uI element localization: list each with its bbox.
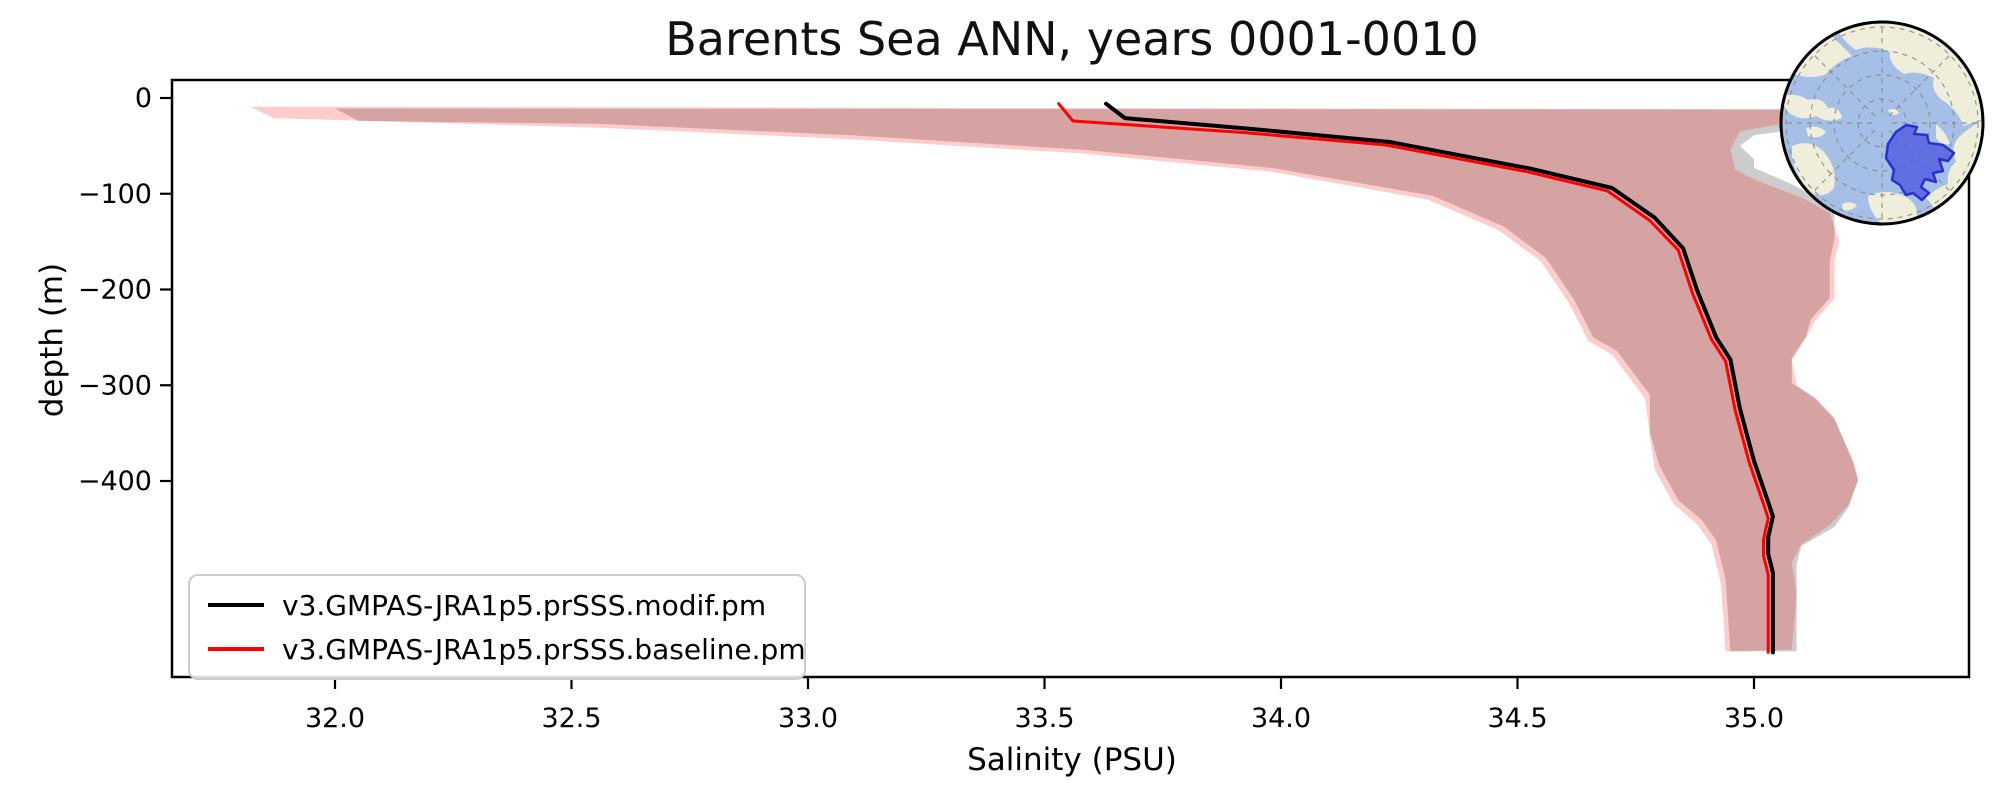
- std-envelope-bands: [249, 106, 1868, 652]
- axis-tick-labels: 32.0 32.5 33.0 33.5 34.0 34.5 35.0 0 −100 −200 −30…: [78, 83, 1784, 734]
- axis-ticks: [160, 96, 1756, 689]
- map-land: [1868, 192, 1917, 223]
- x-tick-label: 34.5: [1487, 703, 1547, 734]
- map-land: [1792, 143, 1835, 196]
- profile-line-baseline: [1057, 102, 1770, 654]
- legend-label: v3.GMPAS-JRA1p5.prSSS.modif.pm: [282, 588, 767, 622]
- std-band-modif: [335, 108, 1868, 652]
- y-tick-label: −100: [78, 179, 152, 210]
- map-graticule-circle: [1833, 74, 1931, 172]
- legend-line-swatch-red: [208, 647, 264, 651]
- legend: v3.GMPAS-JRA1p5.prSSS.modif.pm v3.GMPAS-…: [188, 574, 806, 680]
- x-tick-label: 34.0: [1251, 703, 1311, 734]
- map-land: [1842, 202, 1857, 211]
- legend-label: v3.GMPAS-JRA1p5.prSSS.baseline.pm: [282, 632, 806, 666]
- x-tick-label: 33.0: [778, 703, 838, 734]
- map-graticule-meridian: [1810, 129, 1876, 195]
- axes-frame: [170, 78, 1971, 679]
- map-border-circle: [1779, 20, 1985, 226]
- std-band-baseline: [249, 106, 1863, 652]
- map-land: [1936, 124, 1950, 145]
- profile-lines: [1057, 101, 1775, 655]
- map-graticule-circle: [1785, 26, 1979, 220]
- map-graticule-meridian: [1810, 51, 1876, 117]
- x-tick-label: 32.5: [541, 703, 601, 734]
- y-tick-label: −400: [78, 466, 152, 497]
- legend-entry-baseline: v3.GMPAS-JRA1p5.prSSS.baseline.pm: [208, 630, 806, 668]
- y-tick-label: −200: [78, 275, 152, 306]
- map-land: [1793, 34, 1852, 77]
- inset-map: [1779, 20, 1985, 226]
- x-tick-label: 32.0: [305, 703, 365, 734]
- x-axis-label: Salinity (PSU): [967, 742, 1177, 778]
- map-graticule-meridian: [1888, 51, 1954, 117]
- page-title: Barents Sea ANN, years 0001-0010: [665, 12, 1479, 66]
- legend-line-swatch-black: [208, 603, 264, 607]
- y-tick-label: 0: [135, 83, 152, 114]
- x-tick-label: 35.0: [1724, 703, 1784, 734]
- x-tick-label: 33.5: [1014, 703, 1074, 734]
- y-tick-label: −300: [78, 370, 152, 401]
- legend-entry-modif: v3.GMPAS-JRA1p5.prSSS.modif.pm: [208, 586, 786, 624]
- map-land: [1926, 118, 1982, 212]
- profile-line-modif: [1104, 101, 1775, 655]
- y-axis-label: depth (m): [34, 262, 70, 418]
- inset-map-content: [1782, 23, 1982, 223]
- barents-sea-region: [1884, 123, 1956, 202]
